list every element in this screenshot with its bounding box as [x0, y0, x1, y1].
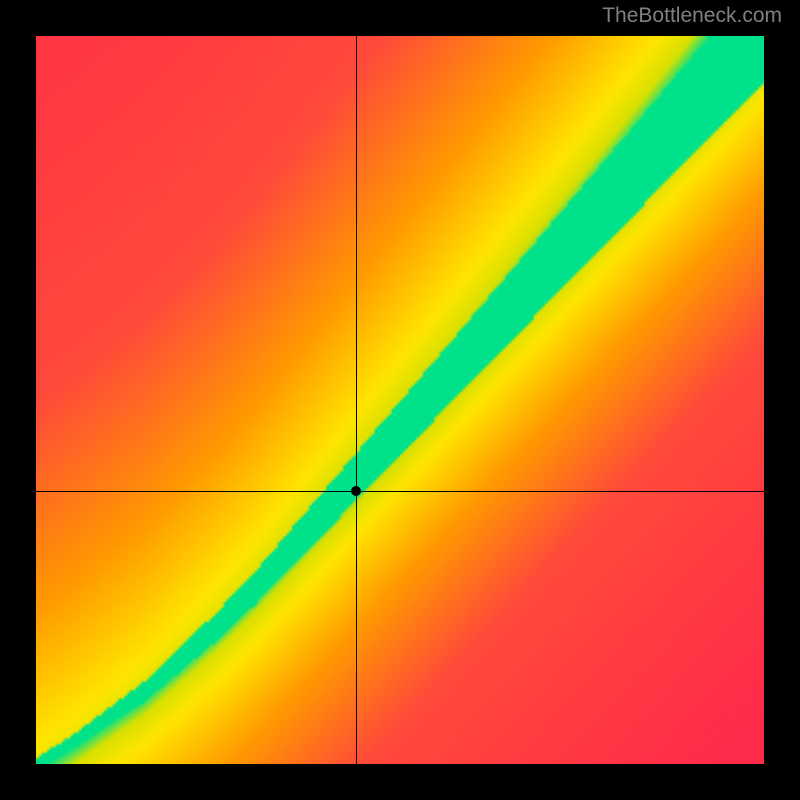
crosshair-marker	[351, 486, 361, 496]
heatmap-plot	[36, 36, 764, 764]
watermark-text: TheBottleneck.com	[602, 4, 782, 28]
crosshair-horizontal	[36, 491, 764, 492]
heatmap-canvas	[36, 36, 764, 764]
crosshair-vertical	[356, 36, 357, 764]
